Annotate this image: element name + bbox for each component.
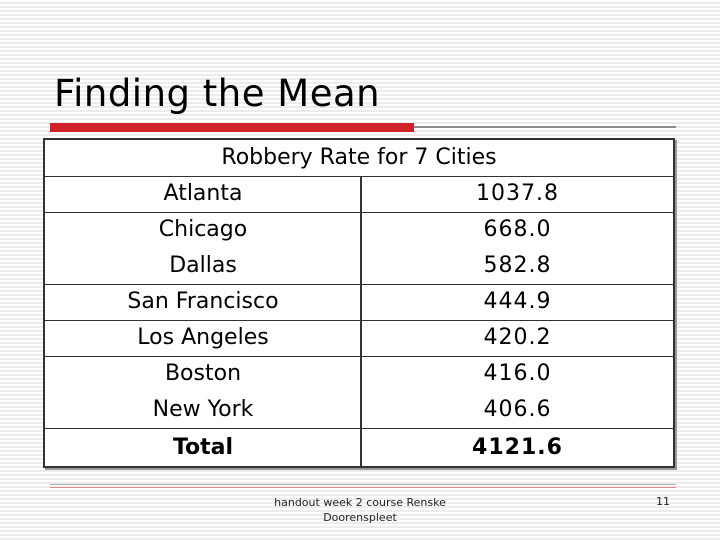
total-row: Total 4121.6 [45,428,673,466]
title-rule [414,126,676,128]
table-row: New York 406.6 [45,392,673,429]
value-cell: 582.8 [483,253,552,278]
city-cell: Chicago [158,217,248,242]
footer-accent-rule [50,487,676,488]
city-cell: New York [152,397,254,422]
city-cell: San Francisco [127,289,279,314]
city-cell: Boston [164,361,242,386]
column-divider [360,176,362,466]
value-cell: 416.0 [483,361,552,386]
total-label: Total [172,435,234,460]
table-row: Chicago 668.0 [45,212,673,248]
value-cell: 420.2 [483,325,552,350]
robbery-rate-table: Robbery Rate for 7 Cities Atlanta 1037.8… [43,138,675,468]
city-cell: Los Angeles [137,325,269,350]
table-row: San Francisco 444.9 [45,284,673,321]
page-number: 11 [656,495,670,508]
city-cell: Dallas [169,253,237,278]
table-row: Dallas 582.8 [45,248,673,285]
value-cell: 668.0 [483,217,552,242]
table-caption: Robbery Rate for 7 Cities [45,140,673,177]
value-cell: 406.6 [483,397,552,422]
table-row: Los Angeles 420.2 [45,320,673,357]
table-row: Atlanta 1037.8 [45,176,673,213]
footer-text: handout week 2 course Renske Doorensplee… [274,496,446,524]
value-cell: 1037.8 [476,181,559,206]
total-value: 4121.6 [472,435,563,460]
value-cell: 444.9 [483,289,552,314]
table-row: Boston 416.0 [45,356,673,392]
slide-title: Finding the Mean [54,72,381,115]
title-accent-bar [50,123,414,132]
city-cell: Atlanta [163,181,243,206]
footer-rule [50,484,676,485]
